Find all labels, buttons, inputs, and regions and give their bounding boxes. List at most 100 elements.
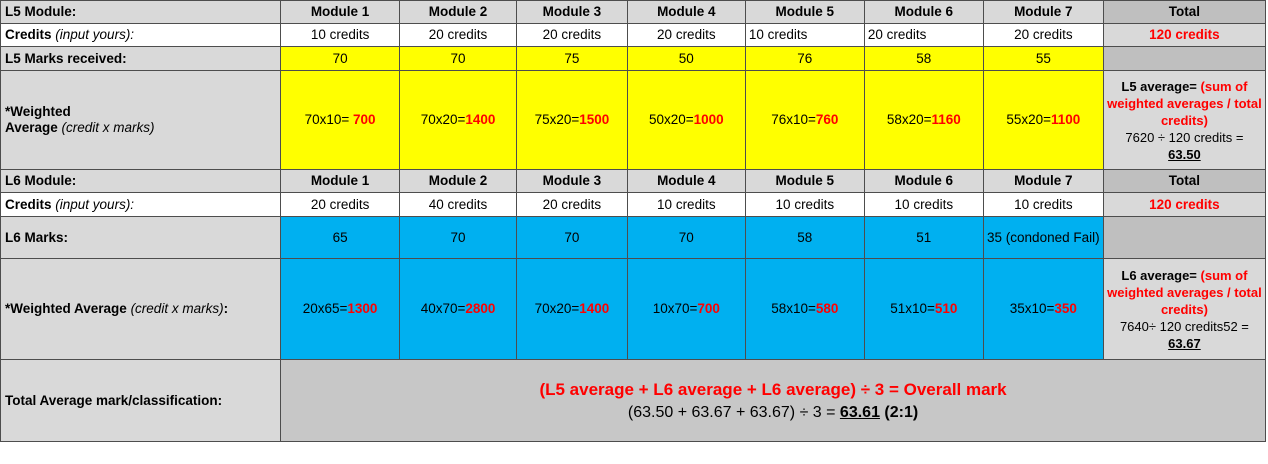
l6-marks-total-empty xyxy=(1102,216,1267,259)
grade-calculator-table: L5 Module: Module 1 Module 2 Module 3 Mo… xyxy=(0,0,1267,442)
l6-mark-1[interactable]: 65 xyxy=(280,216,401,259)
l5-credits-label: Credits (input yours): xyxy=(0,23,282,47)
l5-credits-2[interactable]: 20 credits xyxy=(399,23,518,47)
l5-mark-1[interactable]: 70 xyxy=(280,46,401,71)
l5-module-6-header: Module 6 xyxy=(863,0,984,24)
l5-credits-4[interactable]: 20 credits xyxy=(626,23,746,47)
l5-credits-7[interactable]: 20 credits xyxy=(982,23,1104,47)
l6-weighted-3-calc: 70x20= xyxy=(534,301,580,316)
l6-credits-4[interactable]: 10 credits xyxy=(626,192,746,217)
l6-credits-7[interactable]: 10 credits xyxy=(982,192,1104,217)
l6-mark-7[interactable]: 35 (condoned Fail) xyxy=(982,216,1104,259)
l5-weighted-3-calc: 75x20= xyxy=(534,112,580,127)
l5-mark-2[interactable]: 70 xyxy=(399,46,518,71)
l6-weighted-1-calc: 20x65= xyxy=(302,301,348,316)
l5-weighted-label-line1: *Weighted xyxy=(5,104,71,119)
l6-module-1-header: Module 1 xyxy=(280,169,401,193)
l5-average-value: 63.50 xyxy=(1168,146,1201,162)
l5-mark-3[interactable]: 75 xyxy=(516,46,628,71)
l6-weighted-7: 35x10=350 xyxy=(982,258,1104,360)
l5-header-row: L5 Module: Module 1 Module 2 Module 3 Mo… xyxy=(0,0,1267,24)
l5-weighted-2-result: 1400 xyxy=(465,112,496,127)
total-formula-cell: (L5 average + L6 average + L6 average) ÷… xyxy=(280,359,1266,442)
l6-credits-total: 120 credits xyxy=(1102,192,1267,217)
l6-credits-5[interactable]: 10 credits xyxy=(744,192,865,217)
l6-weighted-5: 58x10=580 xyxy=(744,258,865,360)
total-calc: (63.50 + 63.67 + 63.67) ÷ 3 = 63.61 (2:1… xyxy=(284,402,1262,424)
l6-weighted-5-calc: 58x10= xyxy=(771,301,816,316)
l5-mark-7[interactable]: 55 xyxy=(982,46,1104,71)
l5-average-cell: L5 average= (sum of weighted averages / … xyxy=(1102,70,1267,170)
l5-credits-6[interactable]: 20 credits xyxy=(863,23,984,47)
l5-module-7-header: Module 7 xyxy=(982,0,1104,24)
l5-weighted-7-result: 1100 xyxy=(1051,112,1081,127)
l5-credits-3[interactable]: 20 credits xyxy=(516,23,628,47)
l5-weighted-4-calc: 50x20= xyxy=(648,112,694,127)
l6-average-formula: (sum of weighted averages / total credit… xyxy=(1107,267,1262,317)
l5-mark-5[interactable]: 76 xyxy=(744,46,865,71)
l6-mark-6[interactable]: 51 xyxy=(863,216,984,259)
l6-mark-3[interactable]: 70 xyxy=(516,216,628,259)
l6-credits-2[interactable]: 40 credits xyxy=(399,192,518,217)
l6-credits-label-bold: Credits xyxy=(5,196,52,212)
l5-weighted-1-calc: 70x10= xyxy=(304,112,354,127)
l6-average-cell: L6 average= (sum of weighted averages / … xyxy=(1102,258,1267,360)
l6-credits-1[interactable]: 20 credits xyxy=(280,192,401,217)
l6-marks-row: L6 Marks: 65 70 70 70 58 51 35 (condoned… xyxy=(0,216,1267,259)
l5-credits-label-italic: (input yours): xyxy=(55,27,135,42)
l6-credits-3[interactable]: 20 credits xyxy=(516,192,628,217)
l5-weighted-5: 76x10=760 xyxy=(744,70,865,170)
l5-module-3-header: Module 3 xyxy=(516,0,628,24)
total-row: Total Average mark/classification: (L5 a… xyxy=(0,359,1266,442)
l5-module-2-header: Module 2 xyxy=(399,0,518,24)
l6-module-5-header: Module 5 xyxy=(744,169,865,193)
l5-mark-6[interactable]: 58 xyxy=(863,46,984,71)
l6-weighted-row: *Weighted Average (credit x marks): 20x6… xyxy=(0,258,1267,360)
l6-weighted-2: 40x70=2800 xyxy=(399,258,518,360)
l6-weighted-6: 51x10=510 xyxy=(863,258,984,360)
l5-module-label: L5 Module: xyxy=(0,0,282,24)
l6-weighted-label: *Weighted Average (credit x marks): xyxy=(0,258,282,360)
l6-mark-4[interactable]: 70 xyxy=(626,216,746,259)
l5-weighted-4: 50x20=1000 xyxy=(626,70,746,170)
l5-credits-5[interactable]: 10 credits xyxy=(744,23,865,47)
l6-credits-label-italic: (input yours): xyxy=(55,196,135,212)
l5-weighted-1-result: 700 xyxy=(353,112,376,127)
l5-credits-row: Credits (input yours): 10 credits 20 cre… xyxy=(0,23,1267,47)
l5-weighted-label-line2-italic: (credit x marks) xyxy=(61,120,155,135)
l5-average-prefix: L5 average= xyxy=(1121,78,1201,94)
l5-weighted-2-calc: 70x20= xyxy=(420,112,466,127)
l6-total-header: Total xyxy=(1102,169,1267,193)
l6-mark-5[interactable]: 58 xyxy=(744,216,865,259)
l6-module-6-header: Module 6 xyxy=(863,169,984,193)
l6-weighted-7-result: 350 xyxy=(1054,301,1077,316)
l5-module-1-header: Module 1 xyxy=(280,0,401,24)
l5-credits-label-bold: Credits xyxy=(5,27,52,42)
l5-weighted-5-calc: 76x10= xyxy=(771,112,816,127)
l6-weighted-4: 10x70=700 xyxy=(626,258,746,360)
l6-credits-label: Credits (input yours): xyxy=(0,192,282,217)
l6-average-calc: 7640÷ 120 credits52 = xyxy=(1119,318,1249,334)
l6-weighted-4-calc: 10x70= xyxy=(652,301,698,316)
l5-weighted-1: 70x10= 700 xyxy=(280,70,401,170)
l5-weighted-6: 58x20=1160 xyxy=(863,70,984,170)
l5-module-5-header: Module 5 xyxy=(744,0,865,24)
l5-total-header: Total xyxy=(1102,0,1267,24)
l6-weighted-6-calc: 51x10= xyxy=(890,301,935,316)
l6-average-prefix: L6 average= xyxy=(1121,267,1201,283)
l6-credits-row: Credits (input yours): 20 credits 40 cre… xyxy=(0,192,1267,217)
l5-weighted-2: 70x20=1400 xyxy=(399,70,518,170)
l5-credits-1[interactable]: 10 credits xyxy=(280,23,401,47)
l6-weighted-label-bold: *Weighted Average xyxy=(5,301,127,316)
l6-module-7-header: Module 7 xyxy=(982,169,1104,193)
l5-average-formula: (sum of weighted averages / total credit… xyxy=(1107,78,1262,128)
l6-credits-6[interactable]: 10 credits xyxy=(863,192,984,217)
total-calc-prefix: (63.50 + 63.67 + 63.67) ÷ 3 = xyxy=(627,403,840,421)
l6-mark-2[interactable]: 70 xyxy=(399,216,518,259)
l5-average-calc: 7620 ÷ 120 credits = xyxy=(1125,129,1244,145)
l5-weighted-row: *Weighted Average (credit x marks) 70x10… xyxy=(0,70,1267,170)
total-value: 63.61 xyxy=(839,403,880,421)
l5-mark-4[interactable]: 50 xyxy=(626,46,746,71)
l5-weighted-label-line2-bold: Average xyxy=(5,120,58,135)
l5-weighted-7: 55x20=1100 xyxy=(982,70,1104,170)
